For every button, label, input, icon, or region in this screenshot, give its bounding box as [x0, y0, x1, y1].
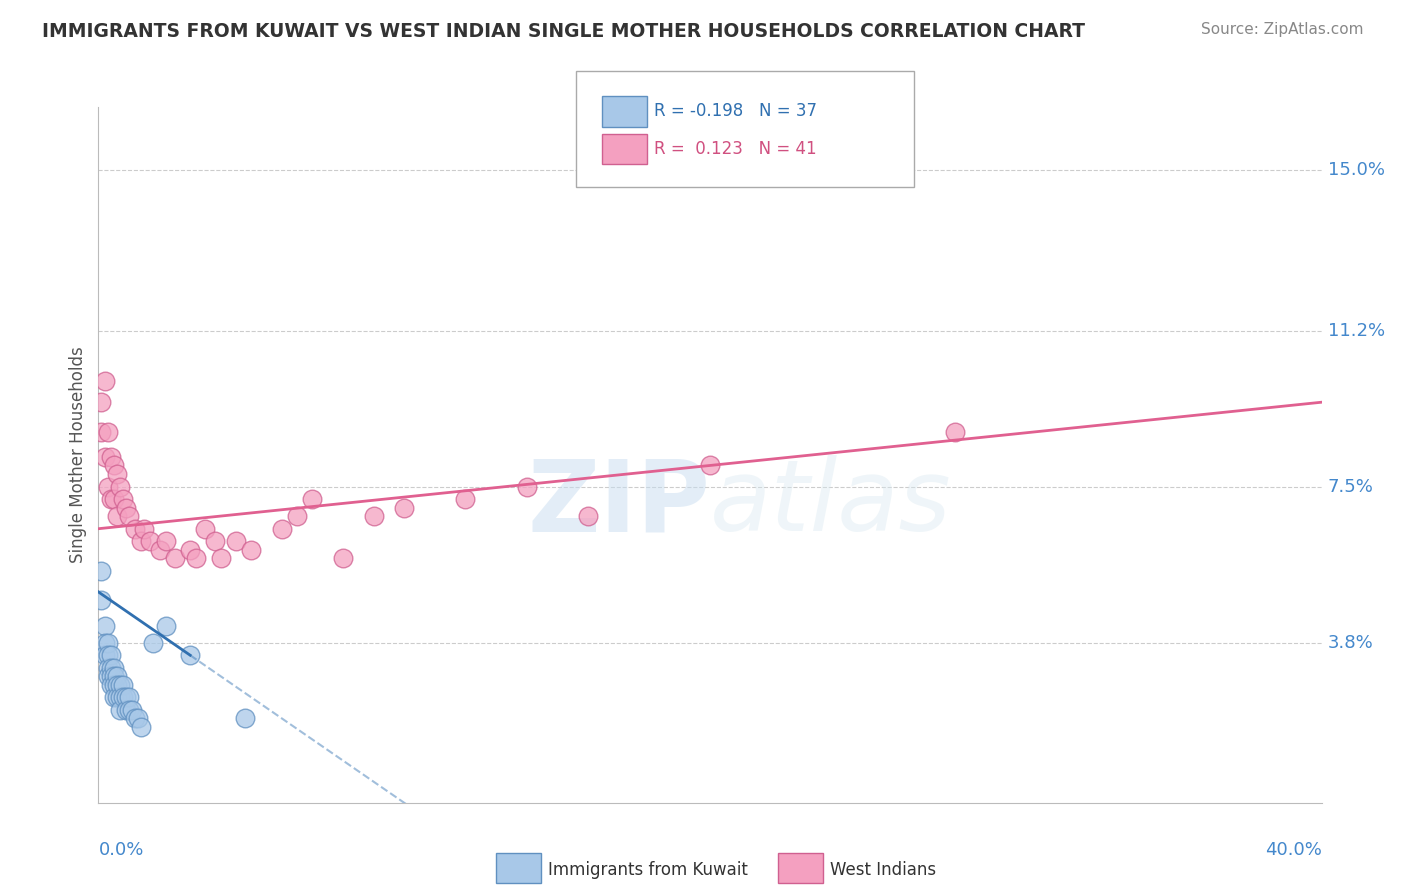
Point	[100, 648, 122, 663]
Point	[100, 669, 122, 683]
Point	[90, 564, 112, 578]
Point	[100, 661, 122, 675]
Point	[233, 711, 256, 725]
Point	[134, 522, 156, 536]
Text: 3.8%: 3.8%	[1327, 633, 1374, 651]
Point	[105, 509, 128, 524]
Point	[155, 618, 177, 632]
Point	[93, 450, 115, 464]
Point	[103, 669, 125, 683]
Point	[90, 425, 112, 439]
Point	[118, 509, 141, 524]
Point	[142, 635, 165, 649]
Point	[209, 551, 232, 566]
Point	[103, 678, 125, 692]
Text: 15.0%: 15.0%	[1327, 161, 1385, 179]
Point	[111, 690, 134, 705]
Point	[103, 690, 125, 705]
Point	[194, 522, 217, 536]
Point	[93, 374, 115, 388]
Point	[97, 635, 120, 649]
Text: R =  0.123   N = 41: R = 0.123 N = 41	[654, 140, 817, 158]
Point	[111, 678, 134, 692]
Point	[699, 458, 721, 473]
Point	[179, 542, 201, 557]
Point	[163, 551, 186, 566]
Point	[204, 534, 226, 549]
Point	[363, 509, 385, 524]
Point	[129, 720, 152, 734]
Point	[105, 690, 128, 705]
Point	[93, 635, 115, 649]
Text: West Indians: West Indians	[830, 861, 935, 879]
Point	[103, 492, 125, 507]
Point	[103, 458, 125, 473]
Point	[129, 534, 152, 549]
Text: 40.0%: 40.0%	[1265, 841, 1322, 859]
Point	[155, 534, 177, 549]
Text: 11.2%: 11.2%	[1327, 321, 1385, 340]
Point	[225, 534, 247, 549]
Point	[97, 669, 120, 683]
Y-axis label: Single Mother Households: Single Mother Households	[69, 347, 87, 563]
Point	[121, 703, 143, 717]
Point	[392, 500, 416, 515]
Text: Source: ZipAtlas.com: Source: ZipAtlas.com	[1201, 22, 1364, 37]
Point	[108, 479, 131, 493]
Point	[118, 690, 141, 705]
Point	[576, 509, 599, 524]
Point	[97, 661, 120, 675]
Point	[516, 479, 538, 493]
Point	[149, 542, 172, 557]
Point	[100, 678, 122, 692]
Point	[100, 492, 122, 507]
Point	[97, 648, 120, 663]
Point	[115, 703, 138, 717]
Point	[118, 703, 141, 717]
Point	[108, 703, 131, 717]
Point	[90, 395, 112, 409]
Point	[124, 522, 146, 536]
Point	[127, 711, 149, 725]
Point	[285, 509, 308, 524]
Point	[100, 450, 122, 464]
Point	[97, 425, 120, 439]
Point	[454, 492, 477, 507]
Point	[124, 711, 146, 725]
Point	[105, 669, 128, 683]
Point	[93, 648, 115, 663]
Text: 0.0%: 0.0%	[98, 841, 143, 859]
Point	[270, 522, 292, 536]
Text: atlas: atlas	[710, 455, 952, 552]
Point	[111, 492, 134, 507]
Point	[240, 542, 263, 557]
Point	[943, 425, 966, 439]
Point	[90, 593, 112, 607]
Point	[186, 551, 208, 566]
Point	[93, 618, 115, 632]
Point	[301, 492, 323, 507]
Point	[332, 551, 354, 566]
Text: Immigrants from Kuwait: Immigrants from Kuwait	[548, 861, 748, 879]
Text: IMMIGRANTS FROM KUWAIT VS WEST INDIAN SINGLE MOTHER HOUSEHOLDS CORRELATION CHART: IMMIGRANTS FROM KUWAIT VS WEST INDIAN SI…	[42, 22, 1085, 41]
Point	[108, 678, 131, 692]
Point	[105, 467, 128, 481]
Point	[179, 648, 201, 663]
Point	[115, 690, 138, 705]
Point	[108, 690, 131, 705]
Text: 7.5%: 7.5%	[1327, 477, 1374, 496]
Point	[139, 534, 162, 549]
Text: R = -0.198   N = 37: R = -0.198 N = 37	[654, 103, 817, 120]
Point	[105, 678, 128, 692]
Text: ZIP: ZIP	[527, 455, 710, 552]
Point	[103, 661, 125, 675]
Point	[97, 479, 120, 493]
Point	[115, 500, 138, 515]
